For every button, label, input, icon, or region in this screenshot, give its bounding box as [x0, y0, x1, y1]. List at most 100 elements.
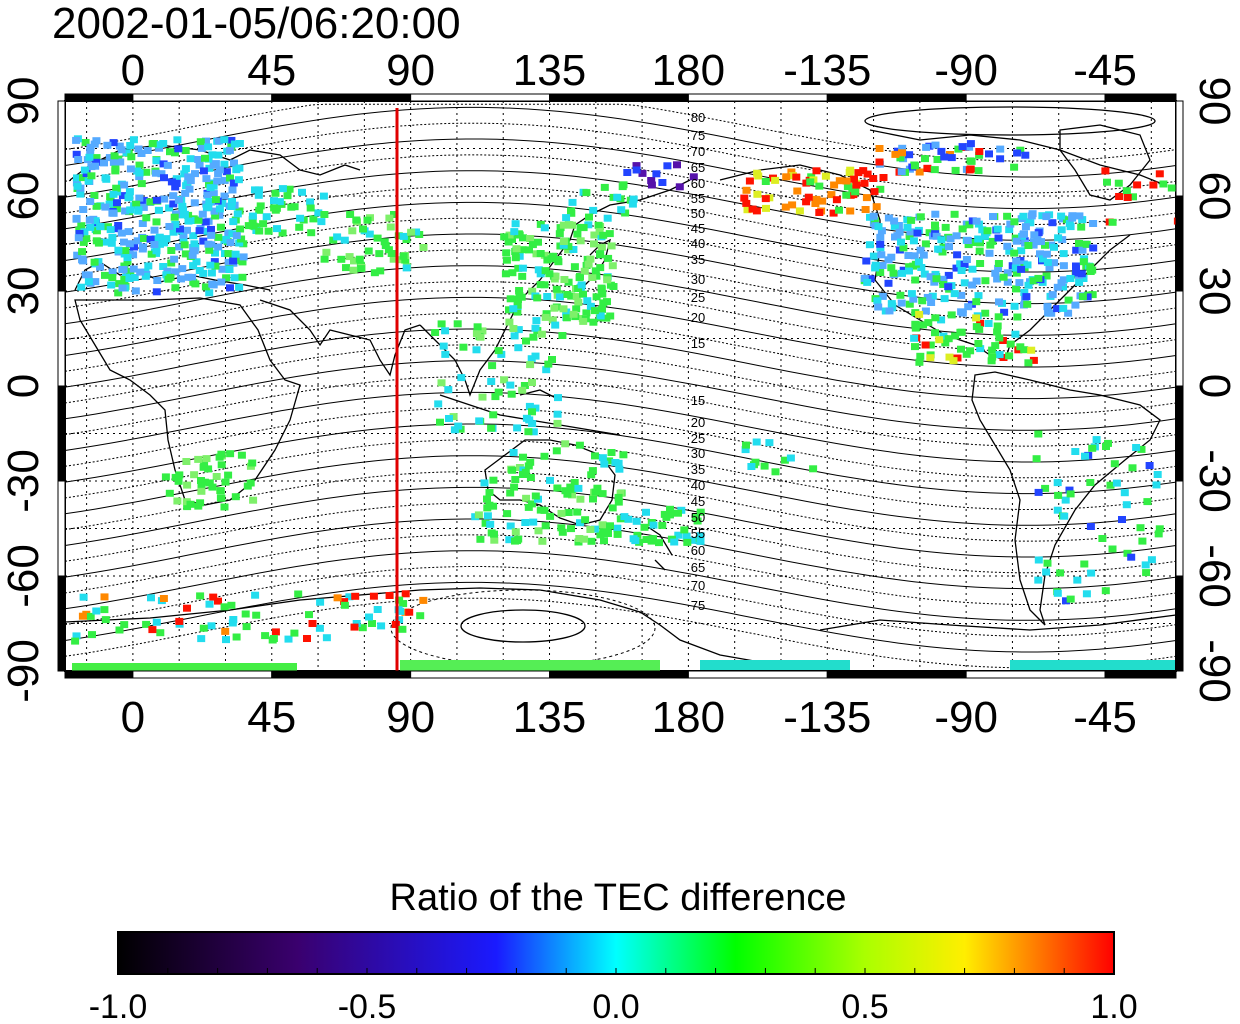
tec-cell: [567, 209, 576, 217]
tec-cell: [120, 181, 129, 189]
tec-cell: [675, 183, 684, 191]
tec-cell: [957, 267, 966, 274]
tec-cell: [355, 255, 364, 263]
tec-cell: [972, 217, 981, 225]
tec-cell: [152, 618, 161, 626]
tec-cell: [587, 537, 596, 545]
tec-cell: [109, 209, 118, 217]
tec-cell: [590, 525, 599, 533]
tec-cell: [224, 250, 233, 258]
tec-cell: [863, 170, 872, 178]
contour-line: [64, 312, 1177, 384]
tec-cell: [201, 154, 209, 162]
tec-cell: [159, 140, 168, 147]
tec-cell: [897, 168, 906, 176]
tec-cell: [564, 243, 573, 250]
tec-cell: [603, 214, 612, 222]
top-lon-label: -90: [934, 46, 998, 95]
colorbar-tick-label: -1.0: [89, 988, 148, 1024]
tec-cell: [152, 218, 161, 226]
tec-cell: [152, 247, 161, 255]
tec-cell: [966, 140, 975, 148]
tec-cell: [497, 350, 506, 358]
tec-cell: [1045, 264, 1054, 272]
tec-cell: [607, 242, 616, 250]
top-lon-label: -135: [783, 46, 871, 95]
tec-cell: [529, 518, 538, 526]
tec-cell: [116, 158, 125, 166]
tec-cell: [542, 310, 551, 318]
colorbar-tick-label: -0.5: [338, 988, 397, 1024]
tec-cell: [214, 151, 223, 159]
tec-cell: [911, 276, 920, 284]
tec-cell: [296, 214, 305, 222]
contour-line: [64, 344, 1177, 415]
tec-cell: [1106, 481, 1115, 489]
contour-line: [64, 233, 1177, 305]
tec-cell: [271, 628, 280, 636]
tec-cell: [600, 460, 609, 468]
tec-cell: [226, 174, 234, 182]
tec-cell: [913, 229, 922, 237]
tec-cell: [162, 235, 171, 243]
tec-cell: [611, 459, 620, 466]
tec-cell: [238, 273, 247, 281]
tec-cell: [1155, 170, 1164, 178]
contour-label-north: 20: [691, 310, 705, 325]
tec-cell: [369, 592, 378, 600]
tec-cell: [165, 223, 174, 230]
tec-cell: [937, 147, 946, 155]
tec-cell: [365, 230, 374, 238]
tec-cell: [216, 487, 225, 495]
bottom-axis-bar-segment: [64, 670, 134, 679]
tec-cell: [995, 298, 1003, 306]
top-lon-label: 90: [386, 46, 435, 95]
tec-cell: [742, 186, 751, 194]
tec-cell: [574, 484, 583, 492]
tec-cell: [155, 233, 164, 241]
tec-cell: [1034, 229, 1043, 237]
tec-cell: [898, 149, 906, 157]
tec-cell: [189, 262, 198, 270]
right-axis-bar-segment: [1175, 100, 1184, 197]
tec-cell: [215, 453, 224, 461]
tec-cell: [546, 512, 555, 520]
tec-cell: [1112, 479, 1121, 487]
tec-cell: [850, 175, 858, 183]
tec-cell: [126, 206, 135, 214]
tec-cell: [877, 227, 886, 235]
tec-cell: [115, 626, 124, 634]
tec-cell: [975, 247, 984, 255]
tec-cell: [231, 250, 240, 258]
tec-cell: [655, 539, 663, 547]
tec-cell: [582, 309, 591, 317]
tec-cell: [1023, 300, 1032, 308]
contour-label-south: 35: [691, 462, 705, 477]
tec-cell: [552, 285, 561, 293]
tec-cell: [976, 239, 984, 247]
tec-cell: [1057, 279, 1066, 287]
tec-cell: [290, 203, 299, 211]
tec-cell: [905, 151, 914, 159]
tec-cell: [305, 611, 313, 619]
tec-cell: [207, 231, 216, 239]
tec-cell: [591, 488, 600, 496]
tec-cell: [199, 624, 208, 632]
tec-cell: [1078, 216, 1087, 224]
tec-cell: [202, 175, 211, 183]
tec-cell: [1079, 258, 1088, 266]
tec-cell: [551, 272, 560, 280]
tec-cell: [632, 517, 641, 525]
tec-cell: [1021, 223, 1030, 231]
tec-cell: [670, 538, 679, 546]
tec-cell: [271, 189, 280, 197]
tec-cell: [600, 537, 608, 545]
bottom-lon-label: 45: [247, 693, 296, 742]
tec-cell: [503, 510, 512, 518]
tec-cell: [590, 240, 598, 248]
tec-cell: [984, 320, 993, 327]
tec-cell: [921, 155, 929, 163]
tec-cell: [261, 632, 270, 640]
tec-cell: [130, 274, 139, 281]
tec-cell: [191, 170, 199, 178]
